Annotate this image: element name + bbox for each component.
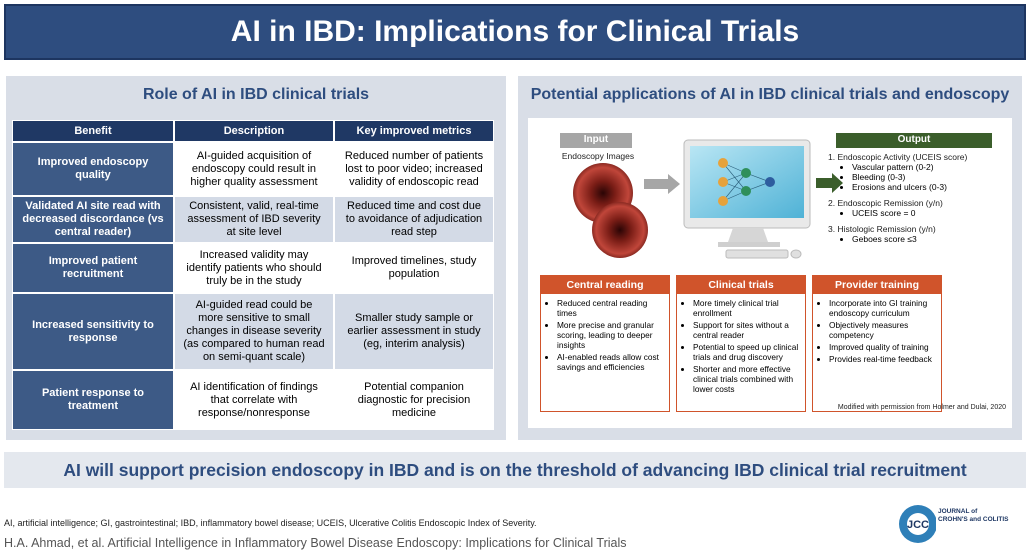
input-label: Input [583, 134, 609, 145]
citation: H.A. Ahmad, et al. Artificial Intelligen… [4, 536, 627, 550]
output-subitem: Geboes score ≤3 [852, 234, 1008, 244]
abbreviations: AI, artificial intelligence; GI, gastroi… [4, 518, 537, 528]
application-box: Clinical trials More timely clinical tria… [676, 275, 806, 412]
box-bullet: Improved quality of training [829, 342, 941, 352]
box-bullets: Reduced central reading timesMore precis… [541, 298, 669, 372]
arrow [644, 174, 680, 194]
box-bullet: Provides real-time feedback [829, 354, 941, 364]
title-bar: AI in IBD: Implications for Clinical Tri… [4, 4, 1026, 60]
logo-line: JOURNAL of [938, 508, 978, 515]
output-subitem: Bleeding (0-3) [852, 172, 1008, 182]
panel-heading: Role of AI in IBD clinical trials [142, 86, 370, 103]
output-subitems: Geboes score ≤3 [828, 234, 1008, 244]
output-item: 3. Histologic Remission (y/n) [828, 224, 936, 234]
figure-area: Input Endoscopy Images Output 1. Endosco… [528, 118, 1012, 428]
box-bullet: Reduced central reading times [557, 298, 669, 318]
input-caption: Endoscopy Images [561, 151, 635, 161]
output-subitem: UCEIS score = 0 [852, 208, 1008, 218]
table-cell: AI-guided read could be more sensitive t… [174, 293, 334, 370]
output-list: 1. Endoscopic Activity (UCEIS score)Vasc… [828, 152, 1008, 244]
table-row: Validated AI site read with decreased di… [12, 196, 494, 243]
box-bullet: Incorporate into GI training endoscopy c… [829, 298, 941, 318]
box-bullet: Objectively measures competency [829, 320, 941, 340]
output-item: 1. Endoscopic Activity (UCEIS score) [828, 152, 968, 162]
endoscopy-image [592, 202, 648, 258]
box-bullet: Shorter and more effective clinical tria… [693, 364, 805, 394]
logo-mark: JCC [907, 519, 929, 531]
table-cell: AI identification of findings that corre… [174, 370, 334, 430]
panel-heading: Potential applications of AI in IBD clin… [530, 86, 1010, 103]
output-subitem: Vascular pattern (0-2) [852, 162, 1008, 172]
output-label: Output [897, 134, 931, 145]
output-subitems: UCEIS score = 0 [828, 208, 1008, 218]
logo-text: JOURNAL of CROHN'S and COLITIS [938, 508, 1009, 524]
output-item: 2. Endoscopic Remission (y/n) [828, 198, 943, 208]
logo-line: CROHN'S and COLITIS [938, 516, 1009, 523]
box-bullet: More precise and granular scoring, leadi… [557, 320, 669, 350]
logo: JCC JOURNAL of CROHN'S and COLITIS [896, 500, 1020, 550]
table-header: Benefit Description Key improved metrics [12, 120, 494, 142]
benefit-cell: Patient response to treatment [12, 370, 174, 430]
title: AI in IBD: Implications for Clinical Tri… [230, 15, 800, 48]
box-bullets: Incorporate into GI training endoscopy c… [813, 298, 941, 364]
benefit-cell: Increased sensitivity to response [12, 293, 174, 370]
illustration [560, 133, 992, 259]
box-bullet: Support for sites without a central read… [693, 320, 805, 340]
benefit-cell: Improved patient recruitment [12, 243, 174, 293]
box-title: Provider training [813, 276, 941, 294]
table-row: Improved patient recruitment Increased va… [12, 243, 494, 293]
table-row: Patient response to treatment AI identifi… [12, 370, 494, 430]
table-cell: Improved timelines, study population [334, 243, 494, 293]
table-cell: AI-guided acquisition of endoscopy could… [174, 142, 334, 196]
table-cell: Increased validity may identify patients… [174, 243, 334, 293]
table-row: Increased sensitivity to response AI-guid… [12, 293, 494, 370]
table-cell: Reduced number of patients lost to poor … [334, 142, 494, 196]
table-cell: Consistent, valid, real-time assessment … [174, 196, 334, 243]
box-bullets: More timely clinical trial enrollmentSup… [677, 298, 805, 394]
applications: Central reading Reduced central reading t… [540, 275, 950, 412]
column-header: Key improved metrics [334, 120, 494, 142]
table-cell: Potential companion diagnostic for preci… [334, 370, 494, 430]
column-header: Description [174, 120, 334, 142]
box-title: Central reading [541, 276, 669, 294]
credit: Modified with permission from Holmer and… [837, 404, 1006, 411]
column-header: Benefit [12, 120, 174, 142]
left-panel: Role of AI in IBD clinical trials Benefi… [6, 76, 506, 440]
banner-text: AI will support precision endoscopy in I… [63, 459, 967, 480]
application-box: Central reading Reduced central reading t… [540, 275, 670, 412]
output-subitems: Vascular pattern (0-2)Bleeding (0-3)Eros… [828, 162, 1008, 192]
keyboard [725, 249, 789, 259]
table-cell: Reduced time and cost due to avoidance o… [334, 196, 494, 243]
table-cell: Smaller study sample or earlier assessme… [334, 293, 494, 370]
output-label-box [836, 133, 992, 148]
application-box: Provider training Incorporate into GI tra… [812, 275, 942, 412]
arrow [816, 173, 843, 193]
right-panel: Potential applications of AI in IBD clin… [518, 76, 1022, 440]
box-bullet: Potential to speed up clinical trials an… [693, 342, 805, 362]
output-subitem: Erosions and ulcers (0-3) [852, 182, 1008, 192]
input-label-box [560, 133, 632, 148]
box-bullet: More timely clinical trial enrollment [693, 298, 805, 318]
box-title: Clinical trials [677, 276, 805, 294]
box-bullet: AI-enabled reads allow cost savings and … [557, 352, 669, 372]
table-row: Improved endoscopy quality AI-guided acqu… [12, 142, 494, 196]
table: Benefit Description Key improved metrics Im… [12, 120, 494, 430]
banner: AI will support precision endoscopy in I… [4, 452, 1026, 488]
benefit-cell: Improved endoscopy quality [12, 142, 174, 196]
benefit-cell: Validated AI site read with decreased di… [12, 196, 174, 243]
screen [690, 146, 804, 218]
logo-mark-shape: JCC [899, 505, 936, 543]
monitor-stand [728, 228, 768, 242]
